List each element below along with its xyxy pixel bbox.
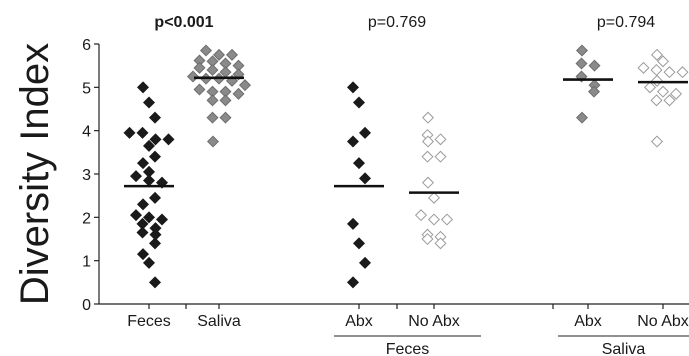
data-point-diamond [352,96,366,109]
data-point-diamond [148,191,162,204]
data-point-diamond [149,133,162,146]
data-point-diamond [352,157,366,170]
data-point-diamond [663,66,676,79]
data-point-diamond [206,63,219,77]
data-point-diamond [136,157,150,170]
data-point-diamond [663,94,676,107]
data-point-diamond [588,59,601,72]
y-tick-label: 6 [82,37,91,54]
data-point-diamond [669,87,683,100]
y-tick-label: 2 [82,210,91,227]
group-bracket-label: Feces [386,341,430,356]
data-point-diamond [199,44,213,57]
p-value-annotation: p=0.769 [368,14,426,31]
data-point-diamond [575,57,588,70]
data-point-diamond [656,85,670,98]
data-point-diamond [643,81,657,94]
data-point-diamond [346,81,360,94]
data-point-diamond [136,126,149,139]
data-point-diamond [656,55,670,68]
data-point-diamond [136,198,150,211]
data-point-diamond [206,94,219,107]
p-value-annotation: p=0.794 [597,14,655,31]
data-point-diamond [123,126,136,139]
data-point-diamond [238,79,252,92]
data-point-diamond [148,237,162,250]
data-point-diamond [650,94,663,107]
data-point-diamond [148,276,162,289]
x-category-label: No Abx [637,313,689,330]
data-point-diamond [232,87,245,100]
data-point-diamond [414,209,428,222]
y-tick-label: 5 [82,80,91,97]
data-point-diamond [142,174,156,187]
data-point-diamond [575,70,588,83]
data-point-diamond [587,85,601,98]
data-point-diamond [650,48,664,61]
data-point-diamond [148,111,162,124]
x-category-label: No Abx [408,313,460,330]
data-point-diamond [421,176,435,189]
data-point-diamond [346,276,360,289]
data-point-diamond [206,111,219,124]
data-point-diamond [162,133,175,146]
y-tick-label: 0 [82,297,91,314]
data-point-diamond [676,66,689,79]
data-point-diamond [193,83,206,96]
data-point-diamond [421,135,435,148]
x-category-label: Abx [574,313,602,330]
data-point-diamond [219,111,232,124]
group-bracket-label: Saliva [602,341,646,356]
data-point-diamond [129,170,143,183]
data-point-diamond [136,81,150,94]
y-axis-label: Diversity Index [13,43,57,305]
data-point-diamond [637,61,650,74]
data-point-diamond [136,248,150,261]
data-point-diamond [421,111,435,124]
data-point-diamond [575,111,589,124]
data-point-diamond [346,135,360,148]
data-point-diamond [186,70,200,83]
data-point-diamond [421,150,434,163]
y-tick-label: 1 [82,254,91,271]
data-point-diamond [427,191,441,204]
data-point-diamond [148,150,162,163]
data-point-diamond [142,211,156,224]
data-point-diamond [427,213,441,226]
data-point-diamond [129,209,143,222]
data-point-diamond [650,63,663,77]
data-point-diamond [206,135,220,148]
data-point-diamond [575,44,589,57]
data-point-diamond [434,133,447,146]
data-point-diamond [219,94,232,107]
data-point-diamond [136,226,149,239]
y-tick-label: 3 [82,167,91,184]
data-point-diamond [358,126,372,139]
data-point-diamond [352,237,366,250]
data-point-diamond [346,217,360,230]
data-point-diamond [155,213,169,226]
p-value-annotation: p<0.001 [154,14,213,31]
x-category-label: Saliva [197,313,241,330]
data-point-diamond [193,61,206,74]
data-point-diamond [650,135,664,148]
data-point-diamond [434,150,447,163]
data-point-diamond [358,256,372,269]
data-point-diamond [421,232,434,246]
data-point-diamond [142,256,156,269]
x-category-label: Abx [345,313,373,330]
data-point-diamond [440,213,454,226]
data-point-diamond [142,96,156,109]
data-point-diamond [225,48,239,61]
x-category-label: Feces [127,313,171,330]
y-tick-label: 4 [82,124,91,141]
data-point-diamond [434,237,447,250]
data-point-diamond [358,172,372,185]
data-point-diamond [142,139,156,152]
data-point-diamond [212,48,226,61]
